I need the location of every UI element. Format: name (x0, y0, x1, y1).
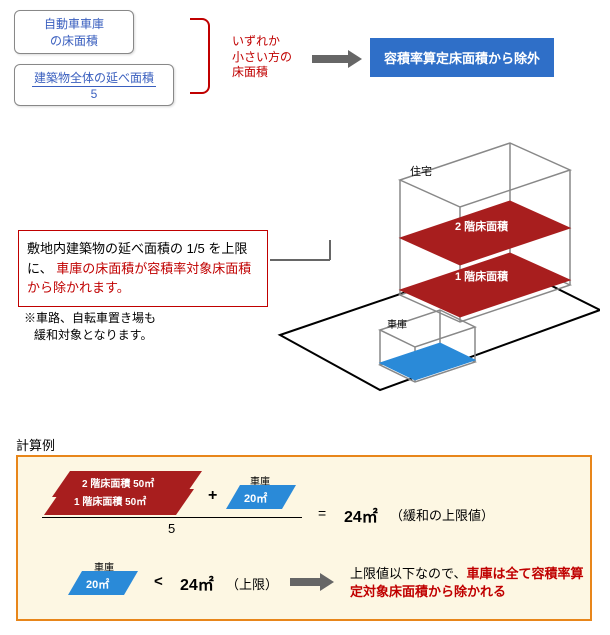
result-note: （緩和の上限値） (390, 505, 494, 524)
explanation-box: 敷地内建築物の延べ面積の 1/5 を上限に、 車庫の床面積が容積率対象床面積から… (18, 230, 268, 307)
exclusion-box: 容積率算定床面積から除外 (370, 38, 554, 77)
svg-text:車庫: 車庫 (387, 318, 407, 331)
total-area-denom: 5 (23, 87, 165, 101)
garage-area-l2: の床面積 (50, 34, 98, 48)
para-1f-label: 1 階床面積 50㎡ (74, 493, 146, 508)
plus-sign: + (208, 487, 217, 505)
garage-sm-val: 20㎡ (244, 490, 267, 506)
arrow-right-2 (290, 573, 334, 591)
house-label: 住宅 (410, 164, 432, 178)
equals: = (318, 505, 326, 521)
para-2f-label: 2 階床面積 50㎡ (82, 475, 154, 490)
result-text: 上限値以下なので、車庫は全て容積率算定対象床面積から除かれる (350, 565, 590, 601)
isometric-diagram: 住宅 2 階床面積 1 階床面積 車庫 (270, 130, 600, 410)
limit-note: （上限） (226, 574, 278, 593)
total-area-fraction-box: 建築物全体の延べ面積 5 (14, 64, 174, 106)
total-area-numer: 建築物全体の延べ面積 (32, 69, 156, 87)
calc-label: 計算例 (16, 435, 55, 454)
garage2-val: 20㎡ (86, 576, 109, 592)
result-value: 24㎡ (344, 503, 378, 527)
calc-box: 2 階床面積 50㎡ 1 階床面積 50㎡ + 車庫 20㎡ 5 = 24㎡ （… (16, 455, 592, 621)
garage-area-box: 自動車車庫 の床面積 (14, 10, 134, 54)
limit-value: 24㎡ (180, 571, 214, 595)
denom: 5 (168, 521, 175, 536)
bracket-text: いずれか 小さい方の 床面積 (232, 34, 292, 81)
svg-text:1 階床面積: 1 階床面積 (455, 269, 509, 283)
garage-area-l1: 自動車車庫 (44, 17, 104, 31)
note-text: ※車路、自転車置き場も 緩和対象となります。 (24, 310, 156, 344)
lt-sign: < (154, 573, 163, 590)
fraction-line (42, 517, 302, 518)
svg-text:2 階床面積: 2 階床面積 (455, 219, 509, 233)
arrow-right-1 (312, 50, 362, 68)
bracket (190, 18, 210, 94)
